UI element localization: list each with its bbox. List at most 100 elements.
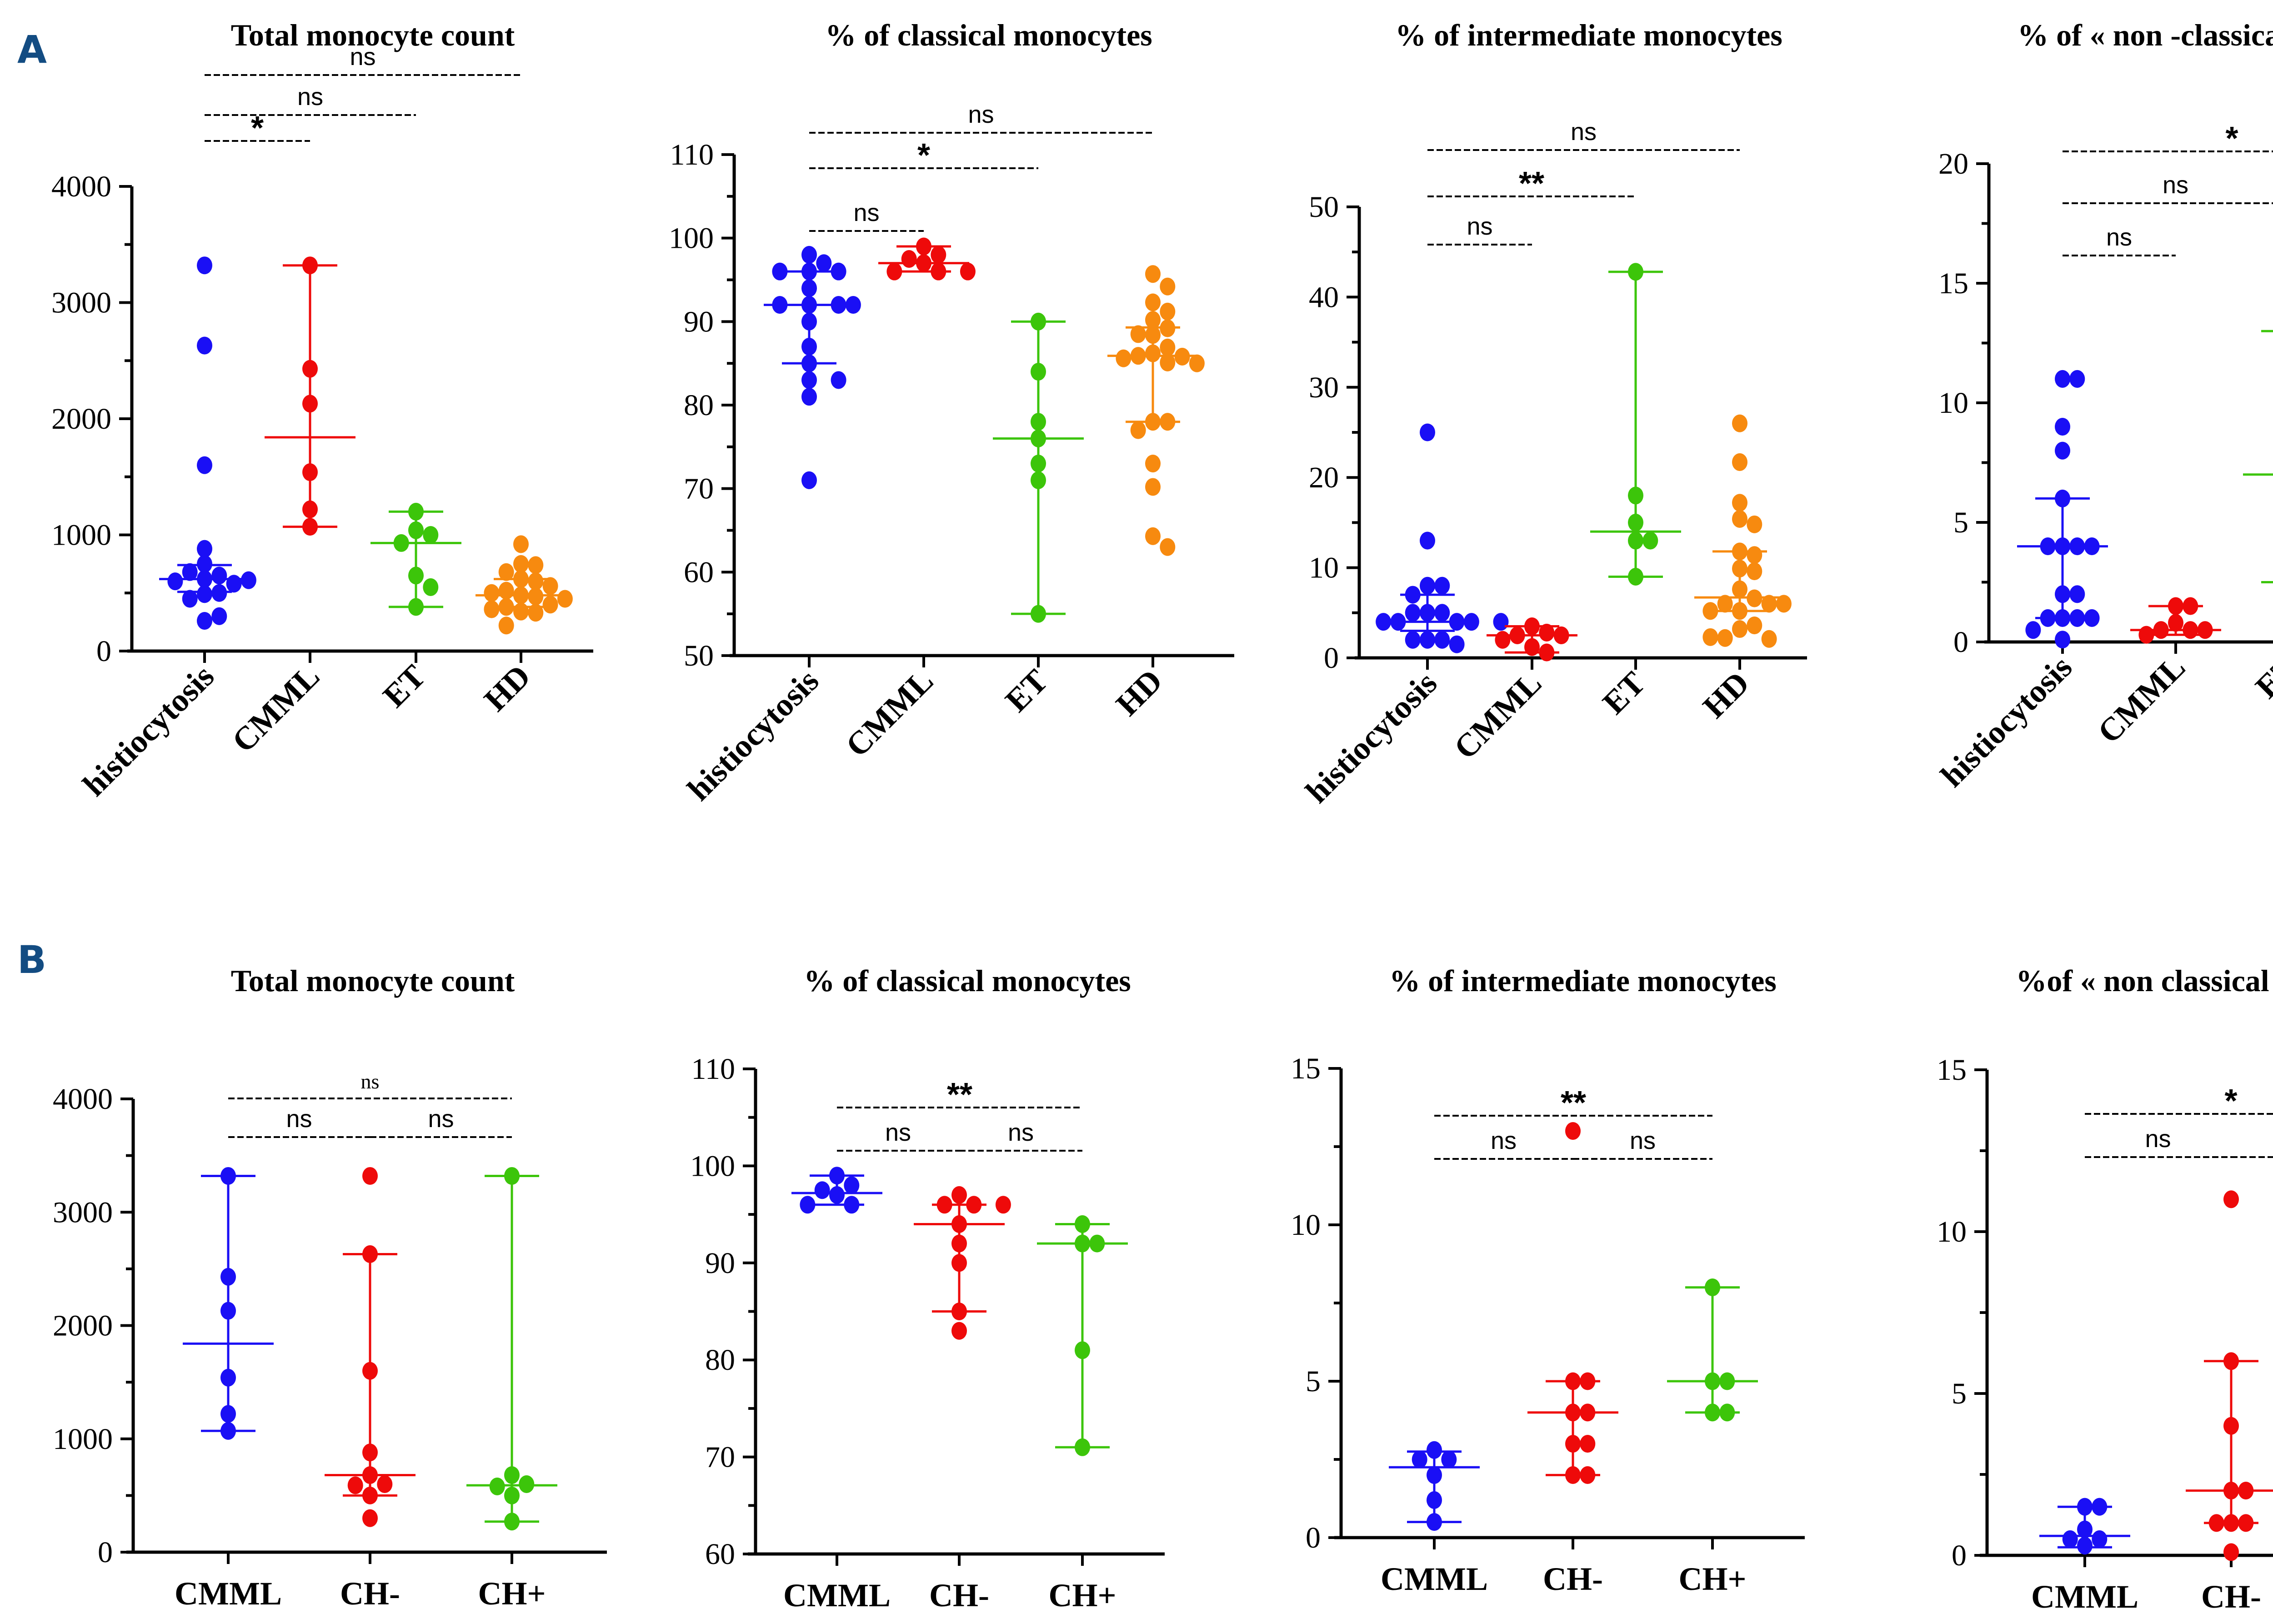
data-point xyxy=(2055,609,2070,627)
data-point xyxy=(2183,621,2198,639)
data-point xyxy=(1580,1435,1596,1453)
data-point xyxy=(801,312,817,331)
data-point xyxy=(1747,515,1762,533)
data-point xyxy=(831,371,846,389)
data-point xyxy=(1776,595,1792,613)
y-tick-label: 20 xyxy=(1938,147,1968,180)
data-point xyxy=(1434,604,1450,622)
data-point xyxy=(2077,1537,2093,1555)
significance-label: ns xyxy=(286,1105,312,1133)
data-point xyxy=(1628,513,1643,531)
chart-nonclassical-monocytes-a: % of « non -classical »monocytes 0 5 10 15 2… xyxy=(1934,18,2273,794)
data-point xyxy=(408,598,424,616)
data-point xyxy=(220,1368,236,1387)
chart-title: % of intermediate monocytes xyxy=(1389,963,1777,998)
chart-title: %of « non classical » monocytes xyxy=(2016,963,2273,998)
data-point xyxy=(1565,1466,1581,1484)
chart-intermediate-monocytes-b: % of intermediate monocytes 0 5 10 15 CMML CH… xyxy=(1291,963,1805,1597)
series-ch- xyxy=(466,1167,557,1531)
data-point xyxy=(1580,1466,1596,1484)
data-point xyxy=(1420,631,1435,649)
significance-label: ns xyxy=(1467,213,1492,240)
data-point xyxy=(197,256,212,275)
data-point xyxy=(504,1486,520,1504)
data-point xyxy=(844,1176,860,1194)
data-point xyxy=(1145,455,1161,473)
y-tick-label: 15 xyxy=(1938,267,1968,300)
chart-title: % of classical monocytes xyxy=(804,963,1131,998)
x-tick-label: CMML xyxy=(839,662,940,764)
data-point xyxy=(916,237,931,256)
data-point xyxy=(182,590,198,608)
y-tick-label: 60 xyxy=(684,556,714,589)
x-tick-label: ET xyxy=(2248,649,2273,705)
series-cmml xyxy=(1487,617,1577,662)
data-point xyxy=(1145,413,1161,431)
y-tick-label: 50 xyxy=(1309,190,1339,224)
data-point xyxy=(2092,1530,2108,1548)
data-point xyxy=(1705,1372,1720,1390)
data-point xyxy=(2223,1514,2239,1532)
data-point xyxy=(1732,542,1747,561)
data-point xyxy=(2153,621,2169,639)
series-cmml xyxy=(1389,1441,1480,1531)
y-tick-label: 20 xyxy=(1309,461,1339,494)
data-point xyxy=(240,571,256,589)
significance-label: * xyxy=(2224,1083,2237,1119)
data-point xyxy=(1427,1513,1442,1531)
data-point xyxy=(2055,537,2070,556)
significance-label: ns xyxy=(1630,1127,1656,1154)
data-point xyxy=(408,521,424,539)
data-point xyxy=(1565,1435,1581,1453)
significance-label: ** xyxy=(1519,165,1544,202)
series-histiocytosis xyxy=(764,246,861,489)
significance-label: ** xyxy=(1561,1085,1586,1121)
data-point xyxy=(801,296,817,314)
data-point xyxy=(1174,347,1190,366)
data-point xyxy=(800,1196,816,1214)
significance-bracket: ns xyxy=(205,43,521,76)
data-point xyxy=(1145,293,1161,311)
data-point xyxy=(504,1167,520,1185)
data-point xyxy=(1427,1441,1442,1459)
data-point xyxy=(829,1167,845,1185)
data-point xyxy=(1705,1403,1720,1422)
data-point xyxy=(1420,423,1435,441)
data-point xyxy=(362,1466,378,1484)
significance-label: ns xyxy=(2145,1125,2171,1153)
x-tick-label: histiocytosis xyxy=(681,662,826,808)
data-point xyxy=(951,1254,967,1272)
data-point xyxy=(801,246,817,264)
data-point xyxy=(2055,585,2070,603)
y-tick-label: 110 xyxy=(670,138,714,171)
y-tick-label: 100 xyxy=(690,1149,735,1183)
significance-label: ns xyxy=(428,1105,454,1133)
data-point xyxy=(1434,576,1450,595)
data-point xyxy=(513,570,529,588)
panel-letter-a: A xyxy=(17,27,47,72)
data-point xyxy=(197,555,212,573)
data-point xyxy=(1628,486,1643,505)
data-point xyxy=(1719,1372,1735,1390)
data-point xyxy=(1580,1372,1596,1390)
data-point xyxy=(220,1302,236,1320)
data-point xyxy=(484,584,500,602)
y-tick-label: 0 xyxy=(1952,1539,1967,1572)
data-point xyxy=(901,250,917,268)
significance-bracket: * xyxy=(2063,120,2273,157)
y-tick-label: 30 xyxy=(1309,371,1339,404)
data-point xyxy=(772,296,788,314)
x-tick-label: CMML xyxy=(1447,665,1548,766)
data-point xyxy=(377,1475,393,1493)
data-point xyxy=(1449,613,1465,631)
data-point xyxy=(951,1186,967,1204)
data-point xyxy=(1405,586,1421,604)
data-point xyxy=(1565,1122,1581,1140)
data-point xyxy=(1130,325,1146,343)
data-point xyxy=(2069,537,2085,556)
y-tick-label: 15 xyxy=(1937,1053,1967,1087)
data-point xyxy=(2055,631,2070,649)
data-point xyxy=(1747,617,1762,635)
x-tick-label: CMML xyxy=(783,1577,891,1614)
series-et xyxy=(1590,263,1681,586)
